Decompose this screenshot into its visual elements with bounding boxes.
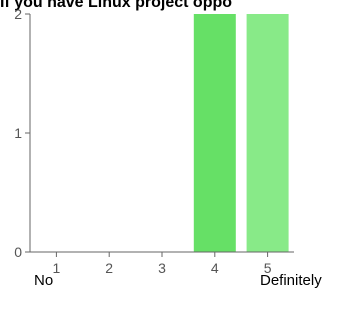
y-tick-label-1: 1	[14, 125, 22, 141]
x-tick-label-1: 1	[53, 260, 61, 276]
x-tick-label-4: 4	[211, 260, 219, 276]
x-tick-label-2: 2	[105, 260, 113, 276]
bar-4	[193, 14, 236, 252]
scale-high-label: Definitely	[260, 272, 322, 289]
x-tick-label-3: 3	[158, 260, 166, 276]
y-tick-label-0: 0	[14, 244, 22, 260]
y-tick-label-2: 2	[14, 6, 22, 22]
bar-5	[246, 14, 289, 252]
scale-low-label: No	[34, 272, 54, 289]
x-tick-label-5: 5	[264, 260, 272, 276]
chart-title: If you have Linux project oppo	[0, 0, 233, 11]
